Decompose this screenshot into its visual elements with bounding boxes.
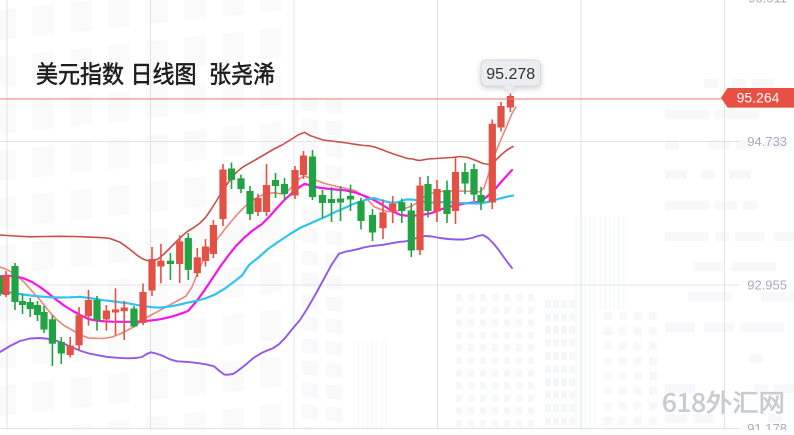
svg-text:95.264: 95.264 [737, 90, 780, 106]
svg-text:92.955: 92.955 [747, 278, 787, 293]
svg-text:91.178: 91.178 [747, 421, 787, 430]
svg-text:95.278: 95.278 [486, 66, 535, 83]
svg-text:94.733: 94.733 [747, 134, 787, 149]
svg-text:96.511: 96.511 [748, 0, 787, 6]
